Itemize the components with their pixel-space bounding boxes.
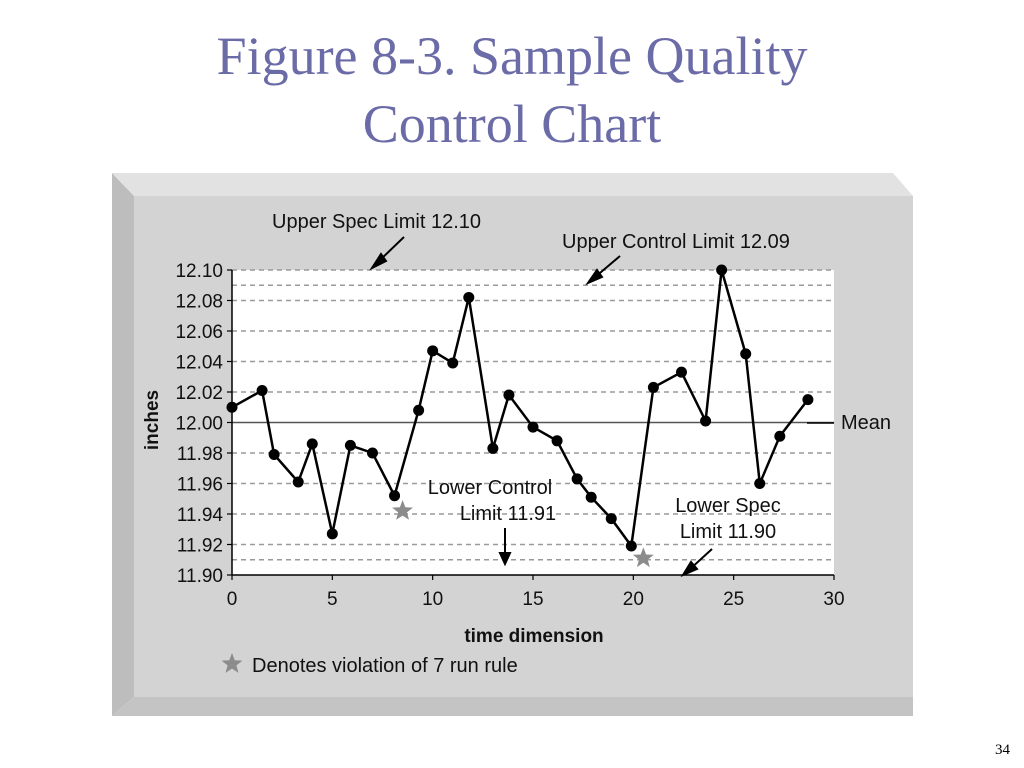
x-axis-title: time dimension (464, 626, 603, 647)
data-point (427, 345, 439, 357)
lower-control-label-line-2: Limit 11.91 (460, 503, 556, 525)
data-points (226, 264, 814, 552)
x-tick-label: 15 (522, 589, 543, 610)
data-point (326, 528, 338, 540)
y-tick-label: 11.96 (177, 475, 223, 496)
x-tick-label: 25 (723, 589, 744, 610)
lower-control-label-line-1: Lower Control (428, 477, 553, 499)
data-point (774, 430, 786, 442)
data-point (675, 366, 687, 378)
data-point (527, 421, 539, 433)
annotation-arrows (369, 236, 834, 578)
y-tick-label: 11.92 (177, 536, 223, 557)
y-axis-title: inches (142, 390, 163, 450)
data-point (585, 491, 597, 503)
data-point (413, 404, 425, 416)
data-point (503, 389, 515, 401)
violation-star-icon (632, 547, 654, 568)
y-tick-label: 12.06 (175, 322, 223, 343)
panel-top-bevel (112, 173, 913, 196)
data-point (571, 473, 583, 485)
x-tick-label: 30 (823, 589, 844, 610)
data-point (647, 381, 659, 393)
upper-spec-label: Upper Spec Limit 12.10 (272, 211, 481, 233)
data-point (716, 264, 728, 276)
data-point (625, 540, 637, 552)
y-tick-label: 12.10 (175, 261, 223, 282)
y-tick-label: 12.08 (175, 292, 223, 313)
grid-layer (232, 269, 834, 561)
slide-title-line-1: Figure 8-3. Sample Quality (216, 26, 808, 86)
x-tick-label: 20 (623, 589, 644, 610)
panel-bottom-bevel (112, 697, 913, 716)
lower-control-arrowhead (498, 552, 512, 567)
violation-star-icon (392, 500, 413, 520)
page-number: 34 (995, 742, 1010, 758)
y-tick-label: 12.04 (175, 353, 223, 374)
x-tick-label: 5 (327, 589, 338, 610)
data-point (487, 442, 499, 454)
x-tick-label: 10 (422, 589, 443, 610)
legend-text: Denotes violation of 7 run rule (252, 655, 518, 677)
slide-title-line-2: Control Chart (362, 94, 662, 154)
upper-control-label: Upper Control Limit 12.09 (562, 231, 790, 253)
lower-spec-label-line-2: Limit 11.90 (680, 521, 776, 543)
data-point (463, 291, 475, 303)
y-tick-label: 11.90 (177, 566, 223, 587)
mean-label: Mean (841, 412, 891, 434)
data-point (256, 384, 268, 396)
data-point (700, 415, 712, 427)
data-point (292, 476, 304, 488)
data-point (344, 439, 356, 451)
lower-spec-label-line-1: Lower Spec (675, 495, 781, 517)
data-point (605, 513, 617, 525)
data-point (389, 490, 401, 502)
lower-spec-arrowhead (680, 560, 699, 578)
y-tick-label: 11.98 (177, 444, 223, 465)
y-tick-label: 11.94 (177, 505, 224, 526)
x-tick-label: 0 (227, 589, 238, 610)
upper-control-arrowhead (585, 268, 604, 286)
y-tick-label: 12.02 (175, 383, 223, 404)
data-point (802, 394, 814, 406)
data-point (306, 438, 318, 450)
data-point (366, 447, 378, 459)
violation-markers (392, 500, 654, 568)
legend-star-icon (221, 653, 243, 673)
data-point (740, 348, 752, 360)
panel-left-bevel (112, 173, 134, 716)
data-point (447, 357, 459, 369)
data-point (268, 449, 280, 461)
data-point (551, 435, 563, 447)
data-point (226, 401, 238, 413)
y-tick-label: 12.00 (175, 414, 223, 435)
slide-title: Figure 8-3. Sample Quality Control Chart (0, 22, 1024, 158)
data-point (754, 478, 766, 489)
tick-labels: 12.10 12.08 12.06 12.04 12.02 12.00 11.98 11.96… (175, 261, 844, 610)
upper-spec-arrowhead (369, 252, 388, 271)
